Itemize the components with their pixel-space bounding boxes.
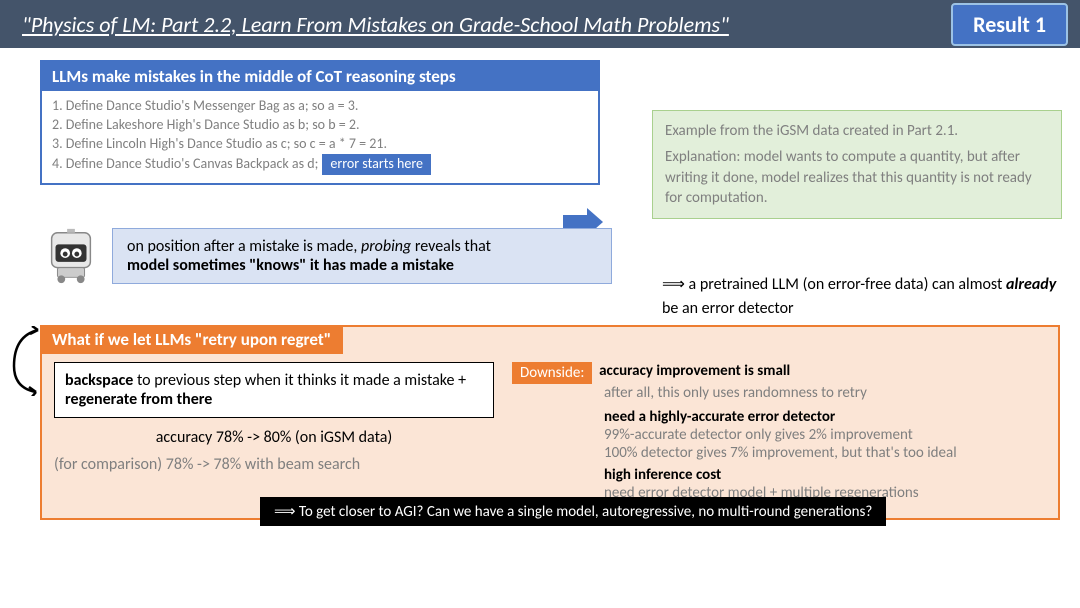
mistakes-box-header: LLMs make mistakes in the middle of CoT … bbox=[42, 62, 598, 91]
example-line: Example from the iGSM data created in Pa… bbox=[665, 121, 1049, 141]
implication-line: ⟹ a pretrained LLM (on error-free data) … bbox=[662, 273, 1062, 321]
result-badge: Result 1 bbox=[951, 3, 1068, 46]
retry-right-col: Downside: accuracy improvement is small … bbox=[512, 362, 1046, 506]
page-title: "Physics of LM: Part 2.2, Learn From Mis… bbox=[12, 11, 729, 38]
mistakes-box: LLMs make mistakes in the middle of CoT … bbox=[40, 60, 600, 185]
cot-line: 3. Define Lincoln High's Dance Studio as… bbox=[52, 135, 588, 154]
probing-box: on position after a mistake is made, pro… bbox=[112, 228, 612, 284]
content-area: LLMs make mistakes in the middle of CoT … bbox=[0, 48, 1080, 528]
cot-line: 1. Define Dance Studio's Messenger Bag a… bbox=[52, 97, 588, 116]
retry-left-col: backspace to previous step when it think… bbox=[54, 362, 494, 506]
retry-box-body: backspace to previous step when it think… bbox=[42, 354, 1058, 510]
cot-line: 2. Define Lakeshore High's Dance Studio … bbox=[52, 116, 588, 135]
accuracy-text: accuracy 78% -> 80% (on iGSM data) bbox=[54, 428, 494, 447]
error-starts-tag: error starts here bbox=[322, 154, 431, 175]
probing-line1: on position after a mistake is made, pro… bbox=[127, 237, 597, 256]
example-callout: Example from the iGSM data created in Pa… bbox=[652, 110, 1062, 219]
retry-box: What if we let LLMs "retry upon regret" … bbox=[40, 325, 1060, 520]
downside-sub: after all, this only uses randomness to … bbox=[512, 384, 1046, 402]
downside-sub: 99%-accurate detector only gives 2% impr… bbox=[604, 426, 1046, 444]
example-line: Explanation: model wants to compute a qu… bbox=[665, 147, 1049, 208]
header-bar: "Physics of LM: Part 2.2, Learn From Mis… bbox=[0, 0, 1080, 48]
robot-icon bbox=[40, 225, 102, 287]
downside-item: Downside: accuracy improvement is small … bbox=[512, 362, 1046, 402]
mistakes-box-body: 1. Define Dance Studio's Messenger Bag a… bbox=[42, 91, 598, 183]
agi-question-tag: ⟹ To get closer to AGI? Can we have a si… bbox=[260, 497, 886, 526]
downside-label: Downside: bbox=[512, 362, 592, 384]
downside-sub: 100% detector gives 7% improvement, but … bbox=[604, 444, 1046, 462]
cot-line: 4. Define Dance Studio's Canvas Backpack… bbox=[52, 154, 588, 175]
probing-line2: model sometimes "knows" it has made a mi… bbox=[127, 256, 597, 275]
retry-box-header: What if we let LLMs "retry upon regret" bbox=[40, 325, 343, 354]
comparison-text: (for comparison) 78% -> 78% with beam se… bbox=[54, 455, 494, 474]
downside-item: need a highly-accurate error detector 99… bbox=[604, 408, 1046, 462]
backspace-box: backspace to previous step when it think… bbox=[54, 362, 494, 418]
